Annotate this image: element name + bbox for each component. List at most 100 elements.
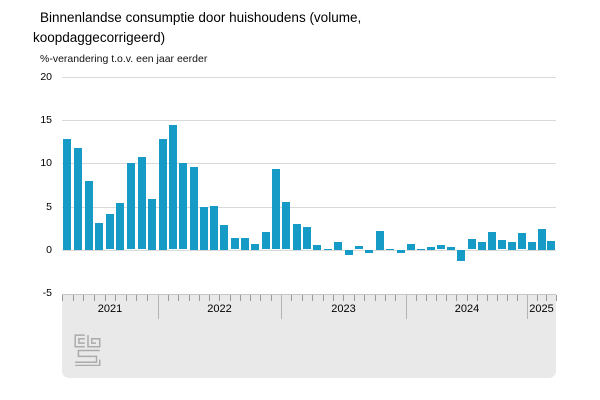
month-tick — [487, 295, 488, 301]
bar — [488, 232, 496, 250]
month-tick — [199, 295, 200, 301]
x-year-label: 2021 — [97, 303, 123, 315]
bar — [547, 241, 555, 250]
month-tick — [260, 295, 261, 301]
grid-line — [62, 250, 556, 251]
month-tick — [395, 295, 396, 301]
bar — [127, 163, 135, 249]
month-tick — [302, 295, 303, 301]
y-tick-label: 5 — [46, 201, 52, 213]
month-tick — [312, 295, 313, 301]
bar — [251, 244, 259, 250]
grid-line — [62, 77, 556, 78]
month-tick — [343, 295, 344, 301]
bar — [447, 247, 455, 250]
x-axis-band — [62, 294, 556, 378]
bar — [210, 206, 218, 250]
bar — [324, 249, 332, 250]
y-tick-label: 10 — [40, 157, 52, 169]
bar — [231, 238, 239, 249]
bar — [95, 223, 103, 250]
month-tick — [477, 295, 478, 301]
month-tick — [147, 295, 148, 301]
bar — [241, 238, 249, 250]
bar — [386, 249, 394, 250]
month-tick — [126, 295, 127, 301]
year-separator — [281, 295, 282, 319]
bar — [293, 224, 301, 250]
month-tick — [333, 295, 334, 301]
bar — [365, 250, 373, 253]
bar — [74, 148, 82, 250]
month-tick — [83, 295, 84, 301]
month-tick — [385, 295, 386, 301]
grid-line — [62, 207, 556, 208]
bar — [457, 250, 465, 261]
bar — [468, 239, 476, 249]
bar — [437, 245, 445, 249]
bar — [303, 227, 311, 249]
x-year-label: 2022 — [207, 303, 232, 315]
month-tick — [556, 295, 557, 301]
bar — [106, 214, 114, 249]
bar — [528, 242, 536, 250]
bar — [138, 157, 146, 249]
month-tick — [456, 295, 457, 301]
bar — [417, 249, 425, 250]
bar — [376, 231, 384, 250]
bar — [179, 163, 187, 249]
grid-line — [62, 163, 556, 164]
month-tick — [546, 295, 547, 301]
bar — [498, 240, 506, 249]
bar — [397, 250, 405, 253]
y-tick-label: 20 — [40, 71, 52, 83]
chart-subtitle: %-verandering t.o.v. een jaar eerder — [40, 53, 208, 65]
bar — [407, 244, 415, 250]
month-tick — [189, 295, 190, 301]
bar — [169, 125, 177, 249]
bar — [345, 250, 353, 255]
x-year-label: 2024 — [454, 303, 480, 315]
bar — [518, 233, 526, 249]
month-tick — [426, 295, 427, 301]
month-tick — [364, 295, 365, 301]
month-tick — [507, 295, 508, 301]
month-tick — [416, 295, 417, 301]
month-tick — [436, 295, 437, 301]
month-tick — [291, 295, 292, 301]
y-tick-label: 0 — [46, 244, 52, 256]
x-year-label: 2023 — [331, 303, 356, 315]
bar — [478, 242, 486, 250]
month-tick — [354, 295, 355, 301]
bar — [116, 203, 124, 250]
month-tick — [209, 295, 210, 301]
month-tick — [115, 295, 116, 301]
month-tick — [62, 295, 63, 301]
bar — [355, 246, 363, 249]
month-tick — [168, 295, 169, 301]
month-tick — [446, 295, 447, 301]
bar — [63, 139, 71, 250]
month-tick — [136, 295, 137, 301]
year-separator — [527, 295, 528, 319]
month-tick — [323, 295, 324, 301]
bar — [538, 229, 546, 250]
cbs-logo — [74, 334, 101, 366]
bar — [220, 225, 228, 250]
bar — [262, 232, 270, 249]
month-tick — [517, 295, 518, 301]
bar — [272, 169, 280, 249]
bar — [313, 245, 321, 250]
bar — [159, 139, 167, 250]
month-tick — [271, 295, 272, 301]
month-tick — [178, 295, 179, 301]
month-tick — [467, 295, 468, 301]
bar — [148, 199, 156, 250]
y-tick-label: -5 — [42, 287, 52, 299]
month-tick — [105, 295, 106, 301]
month-tick — [230, 295, 231, 301]
month-tick — [240, 295, 241, 301]
bar — [85, 181, 93, 250]
bar — [427, 247, 435, 250]
